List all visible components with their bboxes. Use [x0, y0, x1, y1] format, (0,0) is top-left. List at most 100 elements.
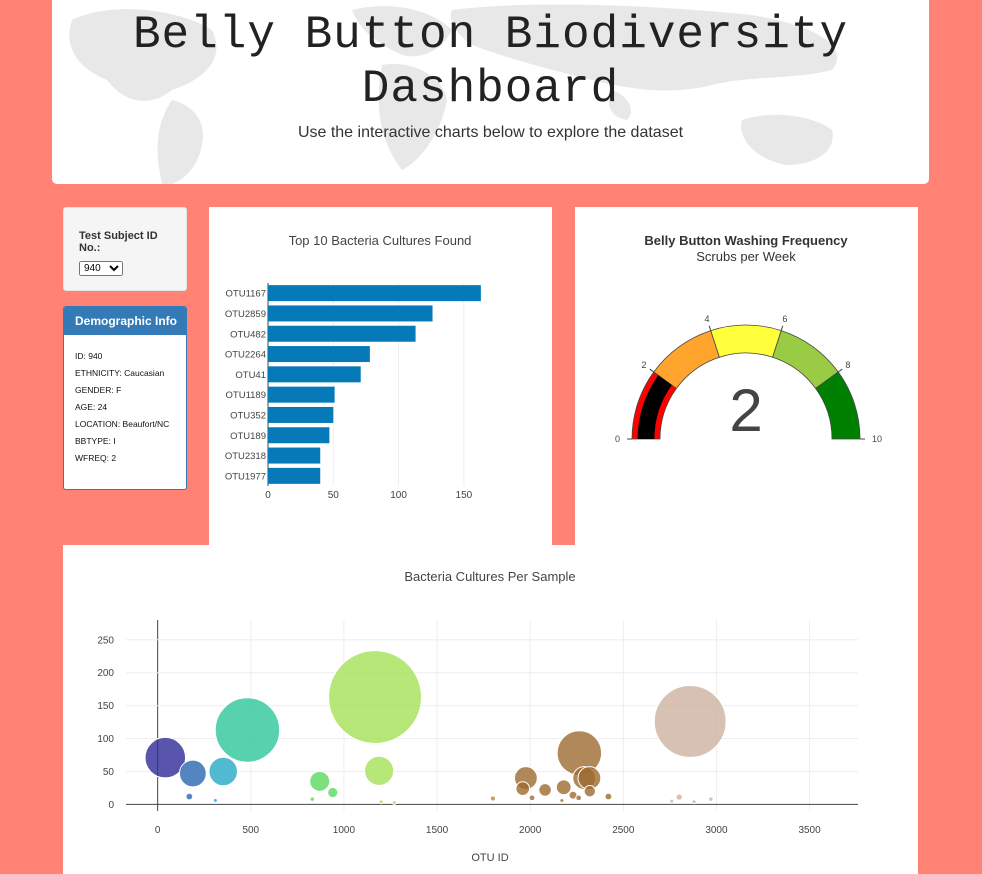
bubble-otu-170 [185, 792, 194, 801]
gauge-band-2 [710, 324, 782, 358]
bubble-chart: Bacteria Cultures Per Sample 0 500 1000 150… [97, 569, 858, 864]
bubble-x-axis-label: OTU ID [471, 852, 508, 864]
bar-y-tick-label: OTU189 [230, 431, 266, 442]
bubble-otu-2320 [583, 785, 596, 798]
bar-otu1167 [268, 285, 481, 302]
subject-id-select[interactable]: 940 [79, 261, 123, 276]
bar-otu1189 [268, 386, 335, 403]
gauge-tick [708, 325, 712, 331]
gauge-subtitle: Scrubs per Week [696, 249, 796, 264]
gauge-value-bar [637, 375, 672, 439]
bubble-otu-2080 [538, 783, 552, 797]
demo-age: AGE: 24 [75, 402, 108, 412]
bubble-otu-1200 [378, 799, 384, 805]
bubble-otu-940 [327, 786, 339, 799]
gauge-tick-label: 0 [615, 434, 620, 444]
bubble-otu-2970 [708, 796, 714, 802]
bubble-chart-card: Bacteria Cultures Per Sample 0 500 1000 150… [63, 545, 918, 874]
demographic-info-panel: Demographic Info ID: 940 ETHNICITY: Cauc… [63, 306, 187, 490]
bar-y-tick-label: OTU1977 [225, 471, 266, 482]
bubble-otu-189 [178, 759, 207, 788]
demo-bbtype: BBTYPE: I [75, 436, 116, 446]
bubble-otu-2180 [555, 779, 572, 796]
bubble-otu-1167 [328, 650, 422, 745]
bubble-x-tick-label: 0 [155, 825, 161, 836]
bar-y-tick-label: OTU2264 [225, 350, 266, 361]
bubble-x-tick-label: 500 [242, 825, 259, 836]
bubble-otu-870 [309, 770, 331, 792]
bar-y-tick-label: OTU2318 [225, 451, 266, 462]
bubble-y-tick-label: 100 [97, 734, 114, 745]
world-map-background [69, 4, 838, 184]
demo-ethnicity: ETHNICITY: Caucasian [75, 368, 165, 378]
page-title: Belly Button Biodiversity Dashboard [132, 9, 849, 115]
bubble-y-tick-label: 50 [103, 767, 115, 778]
gauge-value-label: 2 [729, 377, 762, 444]
bubble-x-tick-label: 1500 [426, 825, 449, 836]
demo-wfreq: WFREQ: 2 [75, 453, 117, 463]
bubble-otu-2880 [691, 799, 697, 805]
gauge-chart-card: Belly Button Washing Frequency Scrubs pe… [575, 207, 918, 547]
bubble-otu-2420 [604, 792, 613, 801]
bubble-otu-2170 [559, 797, 565, 803]
bar-y-tick-label: OTU2859 [225, 309, 266, 320]
bar-y-tick-label: OTU41 [235, 370, 266, 381]
bubble-y-tick-label: 0 [108, 800, 114, 811]
bubble-otu-1270 [391, 799, 397, 805]
bar-otu2264 [268, 346, 370, 363]
bubble-otu-1800 [489, 795, 496, 802]
bar-otu41 [268, 366, 361, 383]
bubble-otu-830 [309, 796, 316, 802]
bar-x-tick-label: 50 [328, 490, 340, 501]
bubble-otu-2760 [669, 798, 675, 804]
bubble-otu-2260 [575, 794, 582, 802]
gauge-tick [780, 325, 784, 331]
bubble-otu-41 [144, 736, 187, 779]
demo-gender: GENDER: F [75, 385, 122, 395]
gauge-tick-label: 2 [642, 360, 647, 370]
demo-location: LOCATION: Beaufort/NC [75, 419, 170, 429]
bubble-otu-482 [214, 697, 281, 763]
gauge-tick [837, 368, 843, 373]
bubble-x-tick-label: 2500 [612, 825, 635, 836]
bubble-otu-352 [208, 756, 238, 787]
bubble-otu-2800 [675, 793, 683, 801]
gauge-title: Belly Button Washing Frequency [644, 233, 848, 248]
bubble-otu-1189 [364, 755, 395, 786]
subject-selector-label: Test Subject ID No.: [79, 230, 158, 254]
bar-x-tick-label: 100 [390, 490, 407, 501]
bubble-chart-title: Bacteria Cultures Per Sample [404, 569, 575, 584]
gauge-chart: Belly Button Washing Frequency Scrubs pe… [615, 233, 882, 444]
gauge-tick-label: 8 [845, 360, 850, 370]
bar-y-tick-label: OTU1167 [226, 289, 266, 300]
bar-chart: Top 10 Bacteria Cultures Found OTU1167 OT… [225, 233, 481, 501]
bar-otu1977 [268, 467, 321, 484]
bubble-otu-1960 [515, 781, 531, 796]
bubble-otu-2010 [528, 794, 536, 802]
bar-x-tick-label: 150 [456, 490, 473, 501]
bar-otu482 [268, 325, 416, 342]
gauge-tick [649, 368, 655, 373]
bubble-x-tick-label: 1000 [333, 825, 356, 836]
gauge-tick-label: 4 [705, 314, 710, 324]
bubble-x-tick-label: 3000 [705, 825, 728, 836]
demo-id: ID: 940 [75, 351, 103, 361]
bar-chart-card: Top 10 Bacteria Cultures Found OTU1167 OT… [209, 207, 552, 547]
bar-otu352 [268, 406, 334, 423]
bar-otu189 [268, 427, 330, 444]
bubble-otu-310 [212, 797, 218, 803]
bubble-otu-2859 [653, 685, 727, 758]
header-jumbotron: Belly Button Biodiversity Dashboard Use … [52, 0, 929, 184]
bar-otu2859 [268, 305, 433, 322]
page-subtitle: Use the interactive charts below to expl… [297, 124, 684, 141]
demographic-info-body: ID: 940 ETHNICITY: Caucasian GENDER: F A… [64, 335, 186, 463]
bar-x-tick-label: 0 [265, 490, 271, 501]
bubble-y-tick-label: 150 [97, 701, 114, 712]
gauge-tick-label: 6 [782, 314, 787, 324]
bar-otu2318 [268, 447, 321, 464]
bar-y-tick-label: OTU482 [230, 329, 266, 340]
bubble-y-tick-label: 250 [97, 635, 114, 646]
bubble-y-tick-label: 200 [97, 668, 114, 679]
demographic-info-title: Demographic Info [64, 307, 186, 335]
gauge-tick-label: 10 [872, 434, 882, 444]
